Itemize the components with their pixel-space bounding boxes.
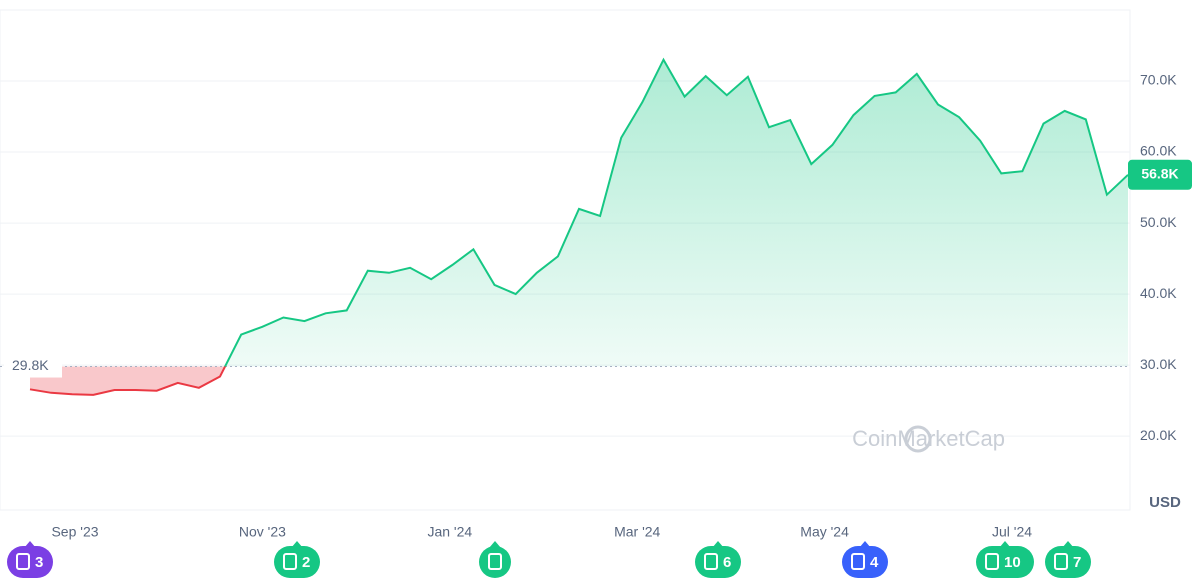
x-tick-label: Sep '23 — [51, 524, 98, 540]
event-icon — [16, 553, 30, 570]
baseline-label: 29.8K — [12, 357, 49, 373]
event-icon — [1054, 553, 1068, 570]
event-icon — [851, 553, 865, 570]
event-icon — [488, 553, 502, 570]
current-price-badge — [1128, 159, 1192, 190]
event-badge — [479, 546, 511, 578]
event-icon — [283, 553, 297, 570]
area-up — [30, 59, 1128, 367]
event-pointer — [489, 541, 501, 548]
event-marker: 3 — [7, 541, 53, 578]
y-tick-label: 30.0K — [1140, 356, 1177, 372]
y-tick-label: 70.0K — [1140, 72, 1177, 88]
event-count: 2 — [302, 554, 310, 571]
y-tick-label: 20.0K — [1140, 427, 1177, 443]
event-count: 7 — [1073, 554, 1081, 571]
event-marker: 4 — [842, 541, 888, 578]
x-tick-label: Nov '23 — [239, 524, 286, 540]
area-down — [30, 366, 226, 395]
current-price-label: 56.8K — [1141, 165, 1178, 181]
baseline-label-bg — [4, 355, 62, 378]
event-count: 6 — [723, 554, 731, 571]
event-marker: 10 — [976, 541, 1034, 578]
event-count: 4 — [870, 554, 879, 571]
plot-frame — [0, 9, 1131, 511]
currency-label: USD — [1149, 494, 1181, 511]
event-count: 10 — [1004, 554, 1021, 571]
y-tick-label: 60.0K — [1140, 143, 1177, 159]
x-tick-label: Jul '24 — [992, 524, 1032, 540]
event-count: 3 — [35, 554, 43, 571]
x-tick-label: Mar '24 — [614, 524, 660, 540]
x-tick-label: Jan '24 — [427, 524, 472, 540]
watermark-logo — [904, 425, 932, 453]
event-marker — [479, 541, 511, 578]
event-icon — [704, 553, 718, 570]
y-tick-label: 50.0K — [1140, 214, 1177, 230]
event-marker: 7 — [1045, 541, 1091, 578]
event-icon — [985, 553, 999, 570]
event-marker: 2 — [274, 541, 320, 578]
event-marker: 6 — [695, 541, 741, 578]
price-line-down — [29, 366, 227, 396]
x-tick-label: May '24 — [800, 524, 849, 540]
y-tick-label: 40.0K — [1140, 285, 1177, 301]
price-line-up — [223, 57, 1129, 367]
